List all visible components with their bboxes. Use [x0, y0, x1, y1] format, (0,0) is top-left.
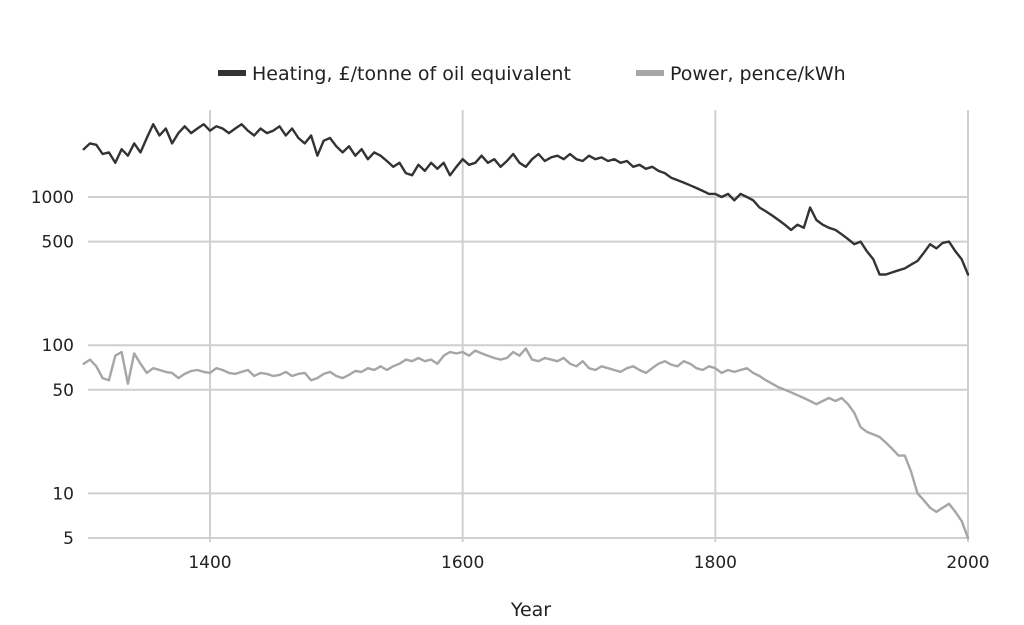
x-tick-label-2000: 2000 [946, 553, 989, 573]
legend-swatch-power [636, 70, 664, 76]
legend-label-power: Power, pence/kWh [670, 63, 846, 85]
y-tick-label-5: 5 [63, 529, 74, 549]
series-line-heating [82, 122, 970, 276]
y-tick-label-50: 50 [52, 381, 74, 401]
x-axis-ticks: 1400 1600 1800 2000 [188, 553, 989, 573]
series-layer [82, 122, 970, 540]
legend-swatch-heating [218, 70, 246, 76]
y-axis-ticks: 1000 500 100 50 10 5 [31, 188, 74, 549]
y-tick-label-1000: 1000 [31, 188, 74, 208]
series-line-power [82, 347, 970, 540]
legend: Heating, £/tonne of oil equivalent Power… [218, 63, 846, 85]
grid [88, 110, 969, 542]
x-tick-label-1800: 1800 [694, 553, 737, 573]
legend-label-heating: Heating, £/tonne of oil equivalent [252, 63, 571, 85]
y-tick-label-100: 100 [42, 336, 74, 356]
y-tick-label-500: 500 [42, 233, 74, 253]
x-tick-label-1400: 1400 [188, 553, 231, 573]
x-tick-label-1600: 1600 [441, 553, 484, 573]
x-axis-title: Year [510, 599, 551, 621]
y-tick-label-10: 10 [52, 484, 74, 504]
